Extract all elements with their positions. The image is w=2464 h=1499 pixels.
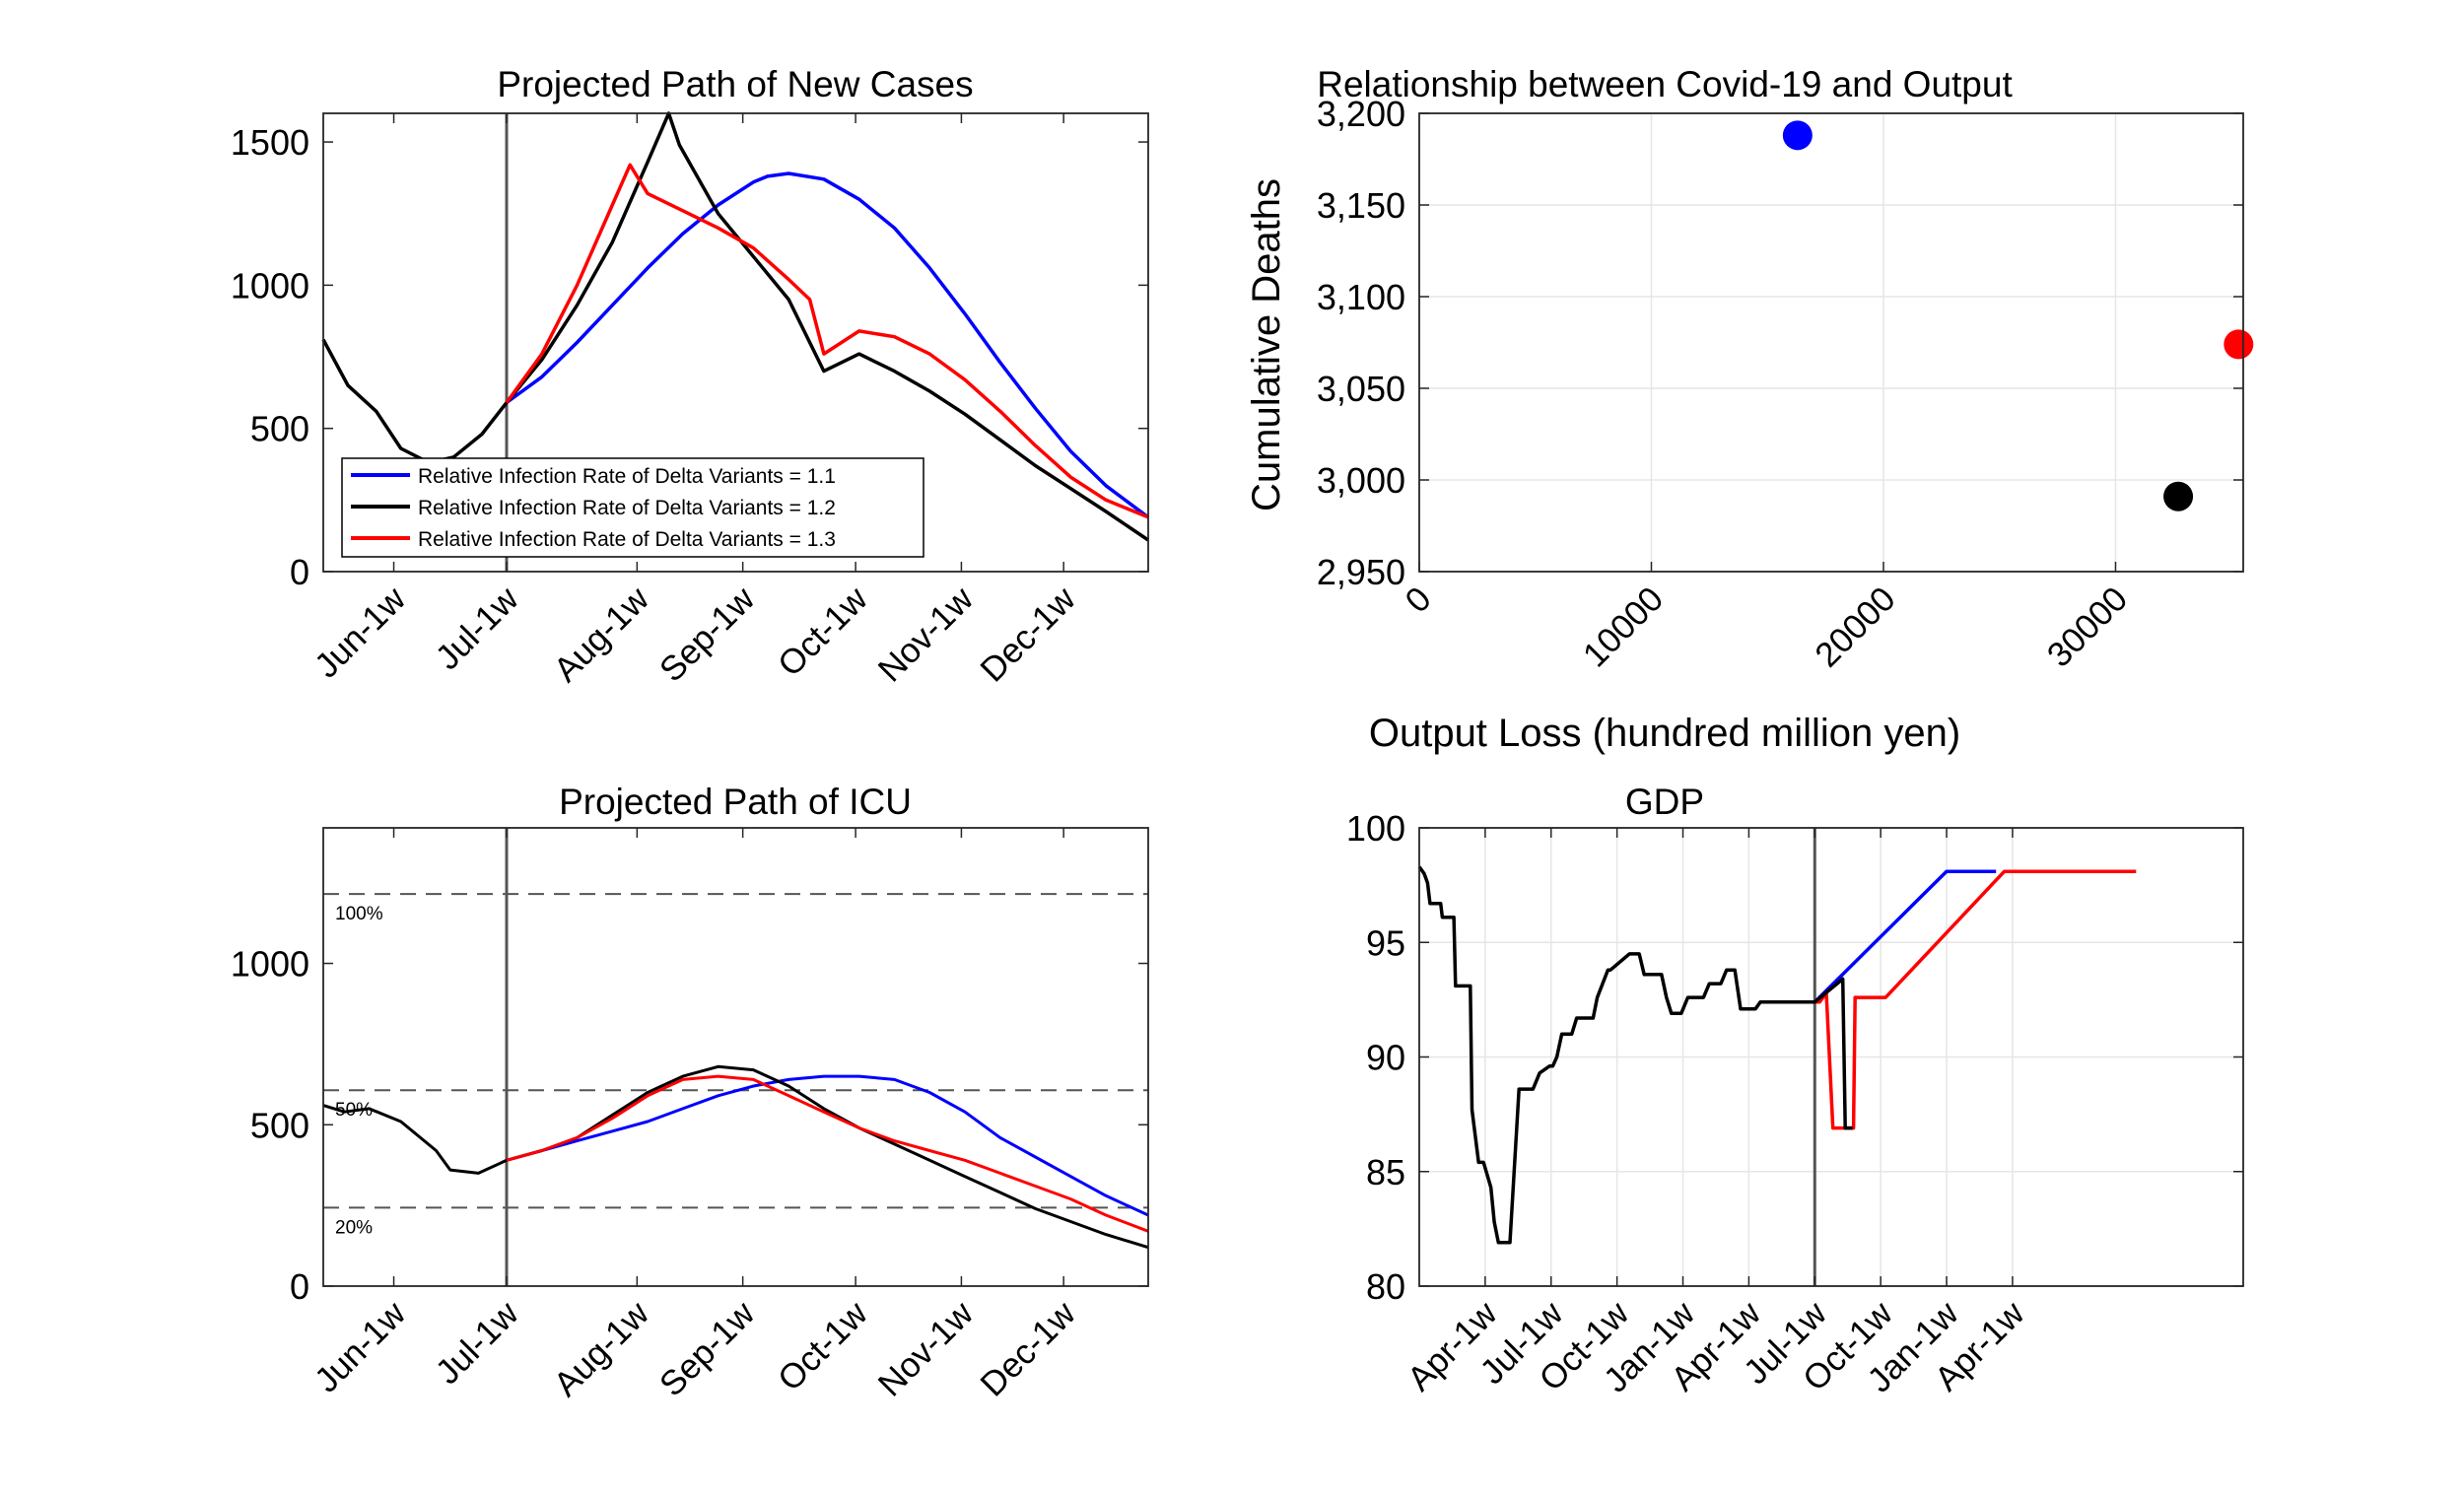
x-tick-label: 0	[1398, 579, 1438, 620]
x-tick-label: Nov-1w	[871, 1294, 982, 1404]
x-tick-label: Jul-1w	[429, 579, 527, 678]
y-tick-label: 0	[290, 1266, 309, 1307]
x-tick-label: Dec-1w	[973, 579, 1083, 690]
new-cases-panel: Projected Path of New Cases 0 500 1000 1500…	[231, 64, 1150, 690]
x-tick-label: Jul-1w	[429, 1294, 527, 1393]
x-axis-label: Output Loss (hundred million yen)	[1369, 712, 1960, 755]
chart-title: Projected Path of New Cases	[497, 64, 973, 104]
x-tick-label: 10000	[1576, 579, 1671, 674]
series-line	[505, 171, 1150, 519]
reference-hline-label: 100%	[335, 904, 383, 924]
x-tick-label: 30000	[2040, 579, 2135, 674]
series-line	[322, 1064, 1149, 1250]
x-tick-label: Sep-1w	[652, 579, 763, 690]
series-line	[1417, 865, 1853, 1245]
plot-frame	[1418, 112, 2244, 573]
legend-label: Relative Infection Rate of Delta Variant…	[418, 528, 836, 551]
legend-label: Relative Infection Rate of Delta Variant…	[418, 497, 836, 519]
plot-frame	[322, 827, 1149, 1287]
y-tick-label: 1500	[231, 122, 309, 163]
y-tick-label: 500	[250, 1105, 309, 1145]
y-tick-label: 1000	[231, 944, 309, 985]
x-tick-label: Nov-1w	[871, 579, 982, 690]
x-tick-label: Jun-1w	[308, 1294, 414, 1400]
legend-box	[341, 457, 924, 558]
y-axis-label: Cumulative Deaths	[1245, 178, 1288, 511]
y-tick-label: 3,000	[1317, 460, 1405, 501]
y-tick-label: 1000	[231, 265, 309, 306]
y-tick-label: 3,100	[1317, 277, 1405, 317]
y-tick-label: 80	[1366, 1266, 1405, 1307]
reference-hline-label: 20%	[335, 1217, 373, 1238]
scatter-point	[2224, 329, 2254, 360]
icu-panel: Projected Path of ICU 100%50%20% 0500100…	[231, 782, 1149, 1404]
y-tick-label: 0	[290, 552, 309, 592]
series-line	[506, 1074, 1149, 1233]
x-tick-label: Sep-1w	[652, 1294, 763, 1404]
x-tick-label: 20000	[1808, 579, 1902, 674]
scatter-point	[1782, 120, 1813, 151]
y-tick-label: 500	[250, 409, 309, 449]
y-tick-label: 90	[1366, 1038, 1405, 1078]
series-line	[1814, 869, 2137, 1130]
plot-frame	[322, 112, 1149, 573]
x-tick-label: Oct-1w	[771, 579, 875, 684]
scatter-point	[2163, 481, 2194, 511]
x-tick-label: Aug-1w	[547, 1294, 657, 1404]
x-tick-label: Jun-1w	[308, 579, 414, 686]
series-line	[1814, 869, 1997, 1003]
x-tick-label: Aug-1w	[547, 579, 657, 690]
legend-label: Relative Infection Rate of Delta Variant…	[418, 465, 836, 488]
covid-output-panel: Relationship between Covid-19 and Output…	[1245, 64, 2254, 755]
x-tick-label: Dec-1w	[973, 1294, 1083, 1404]
series-line	[506, 1074, 1149, 1217]
chart-title: GDP	[1625, 782, 1704, 822]
chart-legend: Relative Infection Rate of Delta Variant…	[341, 457, 924, 558]
x-tick-label: Oct-1w	[771, 1294, 875, 1398]
chart-title: Projected Path of ICU	[559, 782, 912, 822]
y-tick-label: 100	[1346, 808, 1405, 849]
y-tick-label: 2,950	[1317, 552, 1405, 592]
y-tick-label: 3,050	[1317, 369, 1405, 409]
y-tick-label: 3,150	[1317, 185, 1405, 226]
chart-title: Relationship between Covid-19 and Output	[1317, 64, 2013, 104]
x-tick-label: Apr-1w	[1401, 1294, 1505, 1398]
gdp-panel: GDP 80859095100Apr-1wJul-1wOct-1wJan-1wA…	[1346, 782, 2244, 1399]
y-tick-label: 95	[1366, 922, 1405, 963]
y-tick-label: 85	[1366, 1152, 1405, 1192]
series-line	[505, 163, 1149, 519]
y-tick-label: 3,200	[1317, 94, 1405, 134]
